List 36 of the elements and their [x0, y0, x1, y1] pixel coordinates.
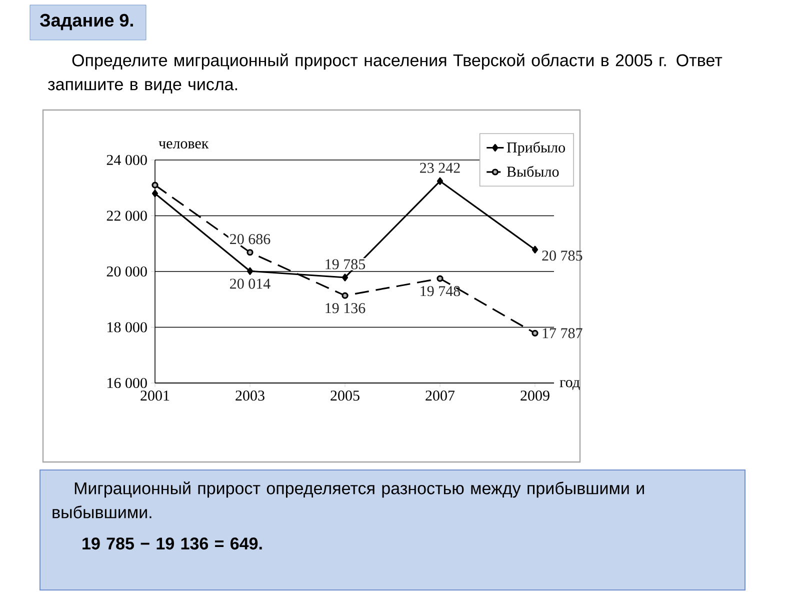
point: [532, 246, 538, 254]
point: [532, 330, 538, 336]
point: [436, 275, 444, 282]
data-label: 19 785: [326, 259, 366, 270]
point: [152, 182, 158, 188]
x-tick-label: 2003: [236, 390, 264, 401]
point: [152, 190, 158, 198]
data-label: 20 014: [230, 278, 270, 289]
y-tick-label: 16 000: [108, 378, 147, 388]
x-axis-title: год: [560, 380, 580, 390]
point: [246, 249, 254, 256]
legend-label: Выбыло: [506, 166, 559, 177]
x-tick-label: 2005: [330, 390, 360, 401]
y-tick-label: 18 000: [108, 322, 147, 332]
x-tick-label: 2007: [426, 390, 455, 401]
data-label: 20 686: [230, 234, 270, 244]
data-label: 19 136: [326, 303, 366, 314]
chart-subtitle: Определите миграционный прирост населения Тверской области в 2005 г. Ответ запишите в виде числа.: [48, 54, 722, 94]
x-tick-label: 2009: [520, 390, 550, 401]
point: [436, 177, 444, 185]
text: 19 785 − 19 136 = 649.: [82, 538, 262, 550]
point: [342, 292, 348, 299]
data-label: 23 242: [420, 162, 460, 173]
y-tick-label: 20 000: [106, 266, 147, 277]
point: [342, 274, 348, 282]
data-label: 17 787: [542, 328, 582, 338]
x-tick-label: 2001: [140, 390, 170, 401]
point: [246, 267, 254, 275]
legend-label: Прибыло: [506, 142, 565, 156]
data-label: 19 748: [420, 286, 460, 296]
text: Миграционный прирост определяется разностью между прибывшими и выбывшими.: [52, 482, 644, 518]
chart-title: Задание 9.: [40, 14, 133, 30]
y-tick-label: 22 000: [106, 210, 147, 221]
data-label: 20 785: [542, 250, 582, 261]
y-axis-title: человек: [158, 141, 209, 148]
y-tick-label: 24 000: [106, 154, 147, 166]
